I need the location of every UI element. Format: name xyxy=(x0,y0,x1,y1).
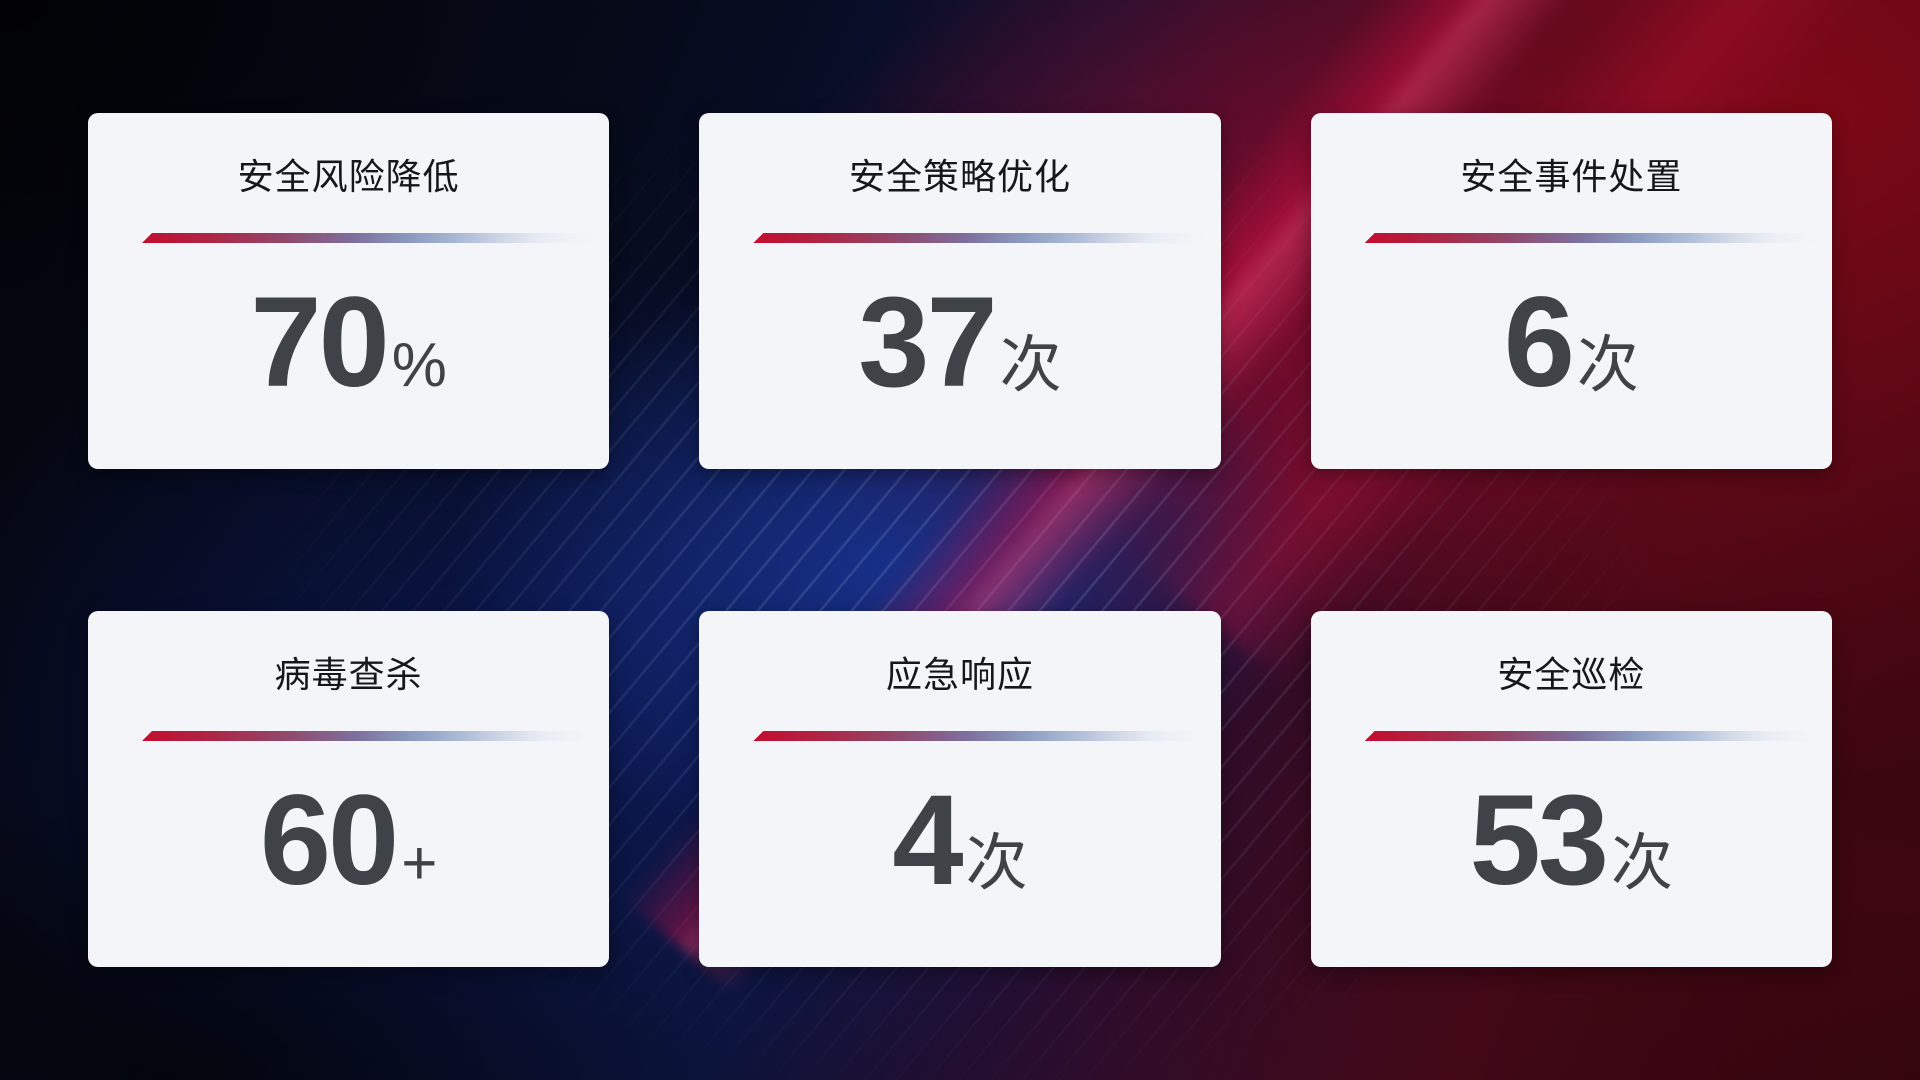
gradient-divider xyxy=(753,233,1205,243)
stat-card-security-risk-reduction: 安全风险降低 70 % xyxy=(88,113,610,469)
stat-value-row: 6 次 xyxy=(1504,279,1639,407)
gradient-divider xyxy=(753,731,1205,741)
divider-container xyxy=(1311,233,1832,243)
stat-card-virus-scan: 病毒查杀 60 + xyxy=(88,611,610,967)
gradient-divider xyxy=(142,731,594,741)
card-title: 安全策略优化 xyxy=(848,156,1071,197)
stat-unit: % xyxy=(391,331,447,400)
gradient-divider xyxy=(1364,731,1816,741)
card-title: 病毒查杀 xyxy=(274,654,423,695)
stat-card-policy-optimization: 安全策略优化 37 次 xyxy=(699,113,1221,469)
stat-value: 60 xyxy=(259,769,399,912)
stat-card-security-inspection: 安全巡检 53 次 xyxy=(1310,611,1832,967)
card-title: 安全巡检 xyxy=(1497,654,1646,695)
gradient-divider xyxy=(1364,233,1816,243)
divider-container xyxy=(699,731,1220,741)
stat-card-incident-handling: 安全事件处置 6 次 xyxy=(1310,113,1832,469)
stat-value: 4 xyxy=(892,769,963,912)
stat-value-row: 53 次 xyxy=(1470,777,1673,905)
stat-value: 6 xyxy=(1503,271,1575,414)
stat-unit: 次 xyxy=(1576,331,1639,400)
stat-unit: 次 xyxy=(965,829,1028,898)
divider-container xyxy=(88,731,609,741)
divider-container xyxy=(88,233,609,243)
stat-value-row: 37 次 xyxy=(858,279,1061,407)
stat-value: 37 xyxy=(858,271,997,414)
stat-card-grid: 安全风险降低 70 % 安全策略优化 37 次 安全事件处置 xyxy=(88,113,1832,967)
card-title: 安全风险降低 xyxy=(237,156,460,197)
stat-value-row: 60 + xyxy=(260,777,438,905)
stat-card-emergency-response: 应急响应 4 次 xyxy=(699,611,1221,967)
divider-container xyxy=(1311,731,1832,741)
stat-value-row: 70 % xyxy=(250,279,447,407)
stat-value: 53 xyxy=(1469,769,1609,912)
stat-unit: 次 xyxy=(1611,829,1674,898)
card-title: 应急响应 xyxy=(885,654,1034,695)
divider-container xyxy=(699,233,1220,243)
stat-value-row: 4 次 xyxy=(892,777,1027,905)
stat-unit: + xyxy=(401,829,438,898)
card-title: 安全事件处置 xyxy=(1460,156,1683,197)
stat-value: 70 xyxy=(250,271,389,414)
stat-unit: 次 xyxy=(999,331,1062,400)
gradient-divider xyxy=(142,233,594,243)
